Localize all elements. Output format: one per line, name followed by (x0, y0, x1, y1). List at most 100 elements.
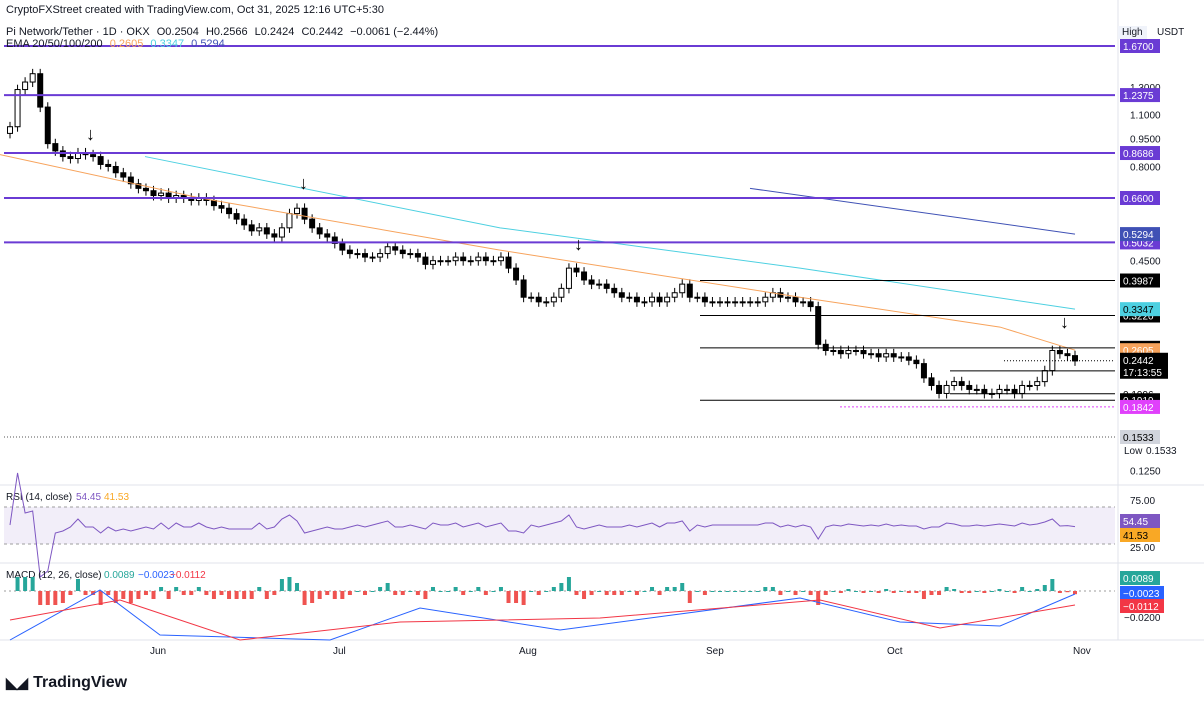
macd-hist-bar (801, 591, 806, 592)
candle-body (890, 353, 897, 358)
ohlc-high: H0.2566 (205, 26, 248, 38)
candle-body (618, 292, 625, 298)
candle-body (868, 353, 875, 356)
macd-hist-bar (355, 591, 360, 592)
rsi-ma-tag (1120, 528, 1160, 542)
macd-hist-bar (982, 591, 987, 593)
price-axis-tick: 0.4500 (1130, 257, 1161, 268)
candle-body (664, 296, 671, 303)
candle-body (369, 256, 376, 259)
candle-body (490, 260, 497, 263)
tradingview-logo: ◣◢ TradingView (6, 674, 127, 692)
macd-hist-bar (702, 591, 707, 595)
macd-hist-bar (196, 587, 201, 591)
macd-hist-bar (310, 591, 315, 603)
macd-hist-bar (899, 591, 904, 592)
level-tag (1120, 273, 1160, 288)
macd-hist-bar (264, 591, 269, 599)
candle-body (346, 249, 353, 255)
candle-body (792, 296, 799, 303)
macd-hist-bar (279, 579, 284, 591)
macd-hist-bar (498, 587, 503, 591)
candle-body (362, 253, 368, 258)
macd-hist-bar (219, 591, 224, 595)
candle-body (679, 283, 686, 294)
x-axis-tick: Oct (887, 646, 903, 657)
currency-label: USDT (1157, 27, 1185, 38)
macd-hist-bar (491, 591, 496, 592)
candle-body (1011, 388, 1018, 394)
macd-hist-bar (823, 591, 828, 595)
macd-hist-bar (748, 591, 753, 592)
macd-hist-bar (891, 591, 896, 593)
price-axis-tick: 1.1000 (1130, 110, 1161, 121)
candle-body (520, 279, 527, 298)
macd-hist-bar (45, 591, 50, 605)
candle-body (377, 253, 384, 258)
candle-body (286, 213, 293, 229)
tradingview-logo-icon: ◣◢ (6, 675, 28, 692)
macd-hist-bar (770, 587, 775, 591)
macd-hist-bar (461, 591, 466, 595)
candle-body (845, 350, 852, 355)
macd-hist-bar (566, 577, 571, 591)
macd-hist-bar (68, 591, 73, 595)
candle-body (1072, 355, 1078, 362)
macd-hist-bar (385, 583, 390, 591)
candle-body (120, 172, 127, 178)
candle-body (898, 356, 905, 359)
candle-body (226, 207, 233, 215)
candle-body (996, 388, 1003, 394)
macd-hist-bar (1065, 591, 1070, 593)
candle-body (37, 73, 44, 108)
macd-hist-bar (400, 591, 405, 595)
macd-hist-bar (808, 591, 813, 595)
macd-hist-tag (1120, 571, 1160, 585)
macd-hist-bar (143, 591, 148, 595)
candle-body (543, 301, 550, 304)
candle-body (732, 301, 739, 304)
macd-hist-bar (446, 591, 451, 592)
macd-hist-bar (506, 591, 511, 603)
macd-hist-bar (1057, 591, 1062, 593)
macd-hist-bar (589, 591, 594, 595)
macd-hist-bar (687, 591, 692, 603)
macd-tag (1120, 586, 1164, 600)
macd-hist-bar (733, 591, 738, 592)
macd-hist-bar (302, 591, 307, 605)
candle-body (717, 301, 723, 304)
macd-hist-bar (869, 591, 874, 592)
candle-body (233, 213, 240, 220)
candle-body (596, 283, 603, 286)
macd-hist-bar (906, 591, 911, 593)
candle-body (958, 381, 965, 386)
ema-cyan-line (144, 156, 1076, 310)
candle-body (309, 218, 316, 229)
candle-body (331, 236, 338, 244)
ema-blue-line (749, 187, 1076, 235)
macd-hist-bar (853, 591, 858, 592)
rsi-band (4, 507, 1115, 544)
candle-body (7, 126, 13, 134)
attribution: CryptoFXStreet created with TradingView.… (6, 4, 384, 16)
candle-body (951, 381, 958, 386)
macd-hist-bar (340, 591, 345, 599)
macd-hist-bar (634, 591, 639, 595)
macd-hist-bar (272, 591, 277, 595)
candle-body (565, 267, 572, 289)
candle-body (633, 296, 640, 303)
low-value: 0.1533 (1146, 446, 1177, 457)
candle-body (920, 363, 927, 379)
macd-hist-bar (921, 591, 926, 599)
candle-body (1019, 384, 1026, 394)
rsi-tag-label: 54.45 (1123, 517, 1148, 528)
candle-body (581, 271, 588, 281)
macd-hist-bar (838, 591, 843, 593)
macd-hist-bar (242, 591, 247, 599)
macd-hist-bar (846, 589, 851, 591)
ema-label: EMA 20/50/100/200 (6, 38, 103, 50)
price-axis-tick: 0.1250 (1130, 466, 1161, 477)
candle-body (135, 183, 142, 189)
down-arrow-icon: ↓ (86, 124, 95, 144)
